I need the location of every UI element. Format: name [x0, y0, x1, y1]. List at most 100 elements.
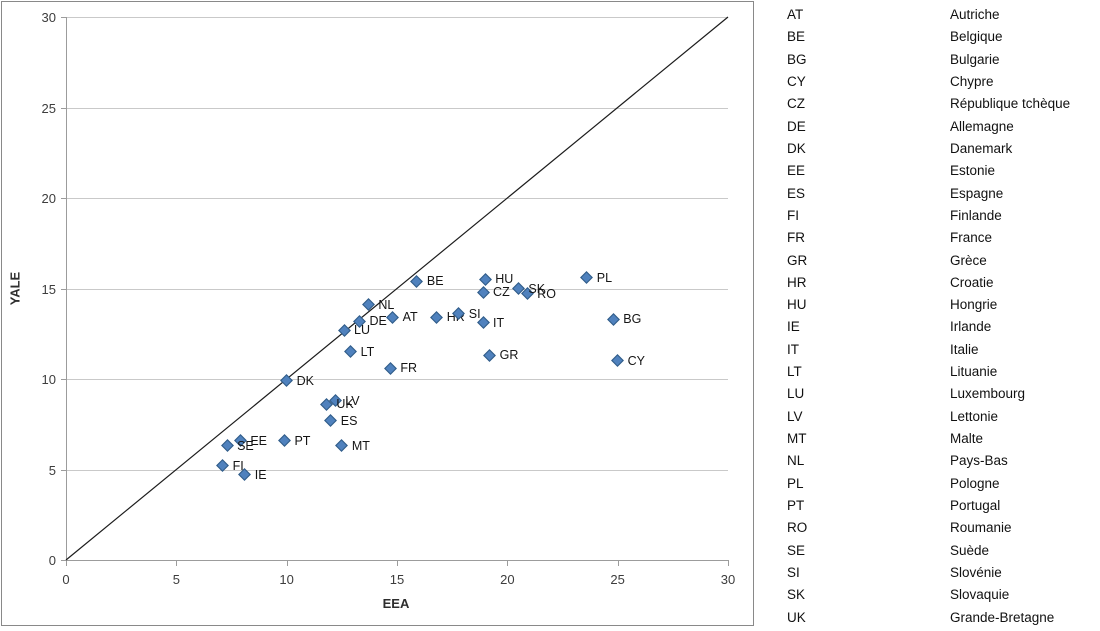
- data-point-label-CY: CY: [627, 353, 646, 368]
- legend-country-code: CY: [787, 73, 806, 89]
- x-axis-tick: [397, 560, 398, 566]
- legend-country-name: Slovénie: [950, 565, 1002, 580]
- legend-country-name: Roumanie: [950, 520, 1012, 536]
- legend-country-name: Estonie: [950, 163, 996, 179]
- legend-country-code: UK: [787, 609, 806, 625]
- data-point-label-IT: IT: [493, 315, 505, 330]
- data-point-GR: [483, 349, 497, 362]
- data-point-label-FR: FR: [400, 361, 418, 376]
- y-axis-tick: [61, 469, 66, 471]
- data-point-label-SI: SI: [468, 306, 481, 321]
- h-gridline: [66, 17, 728, 18]
- y-axis-tick: [61, 198, 66, 199]
- data-point-SE: [220, 439, 234, 453]
- legend-row-BG: BG Bulgarie: [770, 51, 1098, 73]
- data-point-label-NL: NL: [378, 297, 395, 312]
- x-tick-label: 15: [389, 572, 405, 587]
- h-gridline: [66, 379, 728, 380]
- legend-row-SK: SK Slovaquie: [770, 586, 1098, 608]
- legend-country-code: LV: [787, 408, 803, 424]
- legend-country-code: AT: [787, 7, 804, 22]
- legend-row-HR: HR Croatie: [770, 274, 1098, 296]
- legend-country-code: IT: [787, 341, 799, 357]
- legend-row-PL: PL Pologne: [770, 475, 1098, 497]
- data-point-label-PT: PT: [294, 433, 311, 448]
- legend-country-code: GR: [787, 252, 808, 268]
- y-tick-label: 20: [41, 191, 56, 206]
- data-point-label-AT: AT: [402, 310, 418, 325]
- legend-country-name: Danemark: [950, 140, 1013, 156]
- h-gridline: [66, 288, 728, 290]
- data-point-BG: [606, 312, 620, 326]
- legend-country-code: LT: [787, 364, 802, 380]
- legend-country-name: Irlande: [950, 319, 992, 335]
- y-tick-label: 15: [41, 281, 56, 297]
- data-point-label-MT: MT: [351, 438, 370, 453]
- legend-country-code: CZ: [787, 96, 805, 112]
- legend-row-HU: HU Hongrie: [770, 296, 1098, 318]
- data-point-label-DK: DK: [296, 373, 315, 388]
- legend-row-FI: FI Finlande: [770, 207, 1098, 229]
- x-axis-title: EEA: [382, 596, 410, 611]
- data-point-AT: [386, 311, 399, 324]
- legend-country-name: Espagne: [950, 185, 1004, 201]
- legend-country-code: RO: [787, 520, 808, 536]
- legend-row-LT: LT Lituanie: [770, 363, 1098, 385]
- y-tick-label: 5: [48, 462, 56, 478]
- legend-row-FR: FR France: [770, 229, 1098, 251]
- data-point-LT: [344, 345, 358, 359]
- legend-country-code: FI: [787, 207, 799, 223]
- data-point-DK: [280, 374, 294, 388]
- legend-country-code: BG: [787, 51, 807, 67]
- legend-country-code: ES: [787, 185, 806, 201]
- data-point-ES: [324, 414, 338, 427]
- legend-row-IT: IT Italie: [770, 341, 1098, 363]
- legend-row-UK: UK Grande-Bretagne: [770, 609, 1098, 631]
- legend-country-name: Pologne: [950, 475, 1000, 491]
- data-point-label-FI: FI: [232, 458, 244, 473]
- legend-country-code: SK: [787, 587, 806, 603]
- y-tick-label: 25: [41, 100, 56, 116]
- legend-country-name: Grande-Bretagne: [950, 609, 1055, 625]
- data-point-label-SE: SE: [237, 438, 254, 453]
- legend-country-code: NL: [787, 453, 805, 469]
- legend-row-DK: DK Danemark: [770, 140, 1098, 162]
- data-point-NL: [361, 298, 375, 312]
- legend-row-SE: SE Suède: [770, 542, 1098, 564]
- data-point-label-UK: UK: [336, 397, 354, 412]
- legend-row-DE: DE Allemagne: [770, 118, 1098, 140]
- data-point-label-LV: LV: [345, 393, 360, 408]
- x-tick-label: 10: [279, 572, 294, 587]
- data-point-HU: [478, 273, 492, 286]
- legend-country-name: Pays-Bas: [950, 453, 1008, 469]
- legend-row-CZ: CZ République tchèque: [770, 95, 1098, 117]
- legend-country-name: Belgique: [950, 29, 1003, 45]
- legend-row-AT: AT Autriche: [770, 6, 1098, 28]
- data-point-label-RO: RO: [537, 286, 556, 301]
- scatter-chart: 0 5 10 15 20 25 30 0 5 10 15 20 25 30 AT BE BG CY CZ DE DK EE…: [1, 1, 754, 626]
- legend-country-code: IE: [787, 319, 800, 335]
- h-gridline: [66, 107, 728, 109]
- data-point-label-LU: LU: [354, 323, 371, 338]
- data-point-LU: [337, 323, 351, 337]
- y-axis-line: [66, 17, 67, 560]
- legend-country-code: BE: [787, 29, 806, 45]
- legend-country-code: SI: [787, 565, 800, 580]
- data-point-label-BE: BE: [426, 274, 444, 289]
- y-axis-tick: [61, 17, 66, 18]
- legend-country-code: HR: [787, 274, 807, 290]
- data-point-label-PL: PL: [596, 270, 613, 285]
- legend-row-EE: EE Estonie: [770, 162, 1098, 184]
- legend-row-MT: MT Malte: [770, 430, 1098, 452]
- x-axis-tick: [286, 560, 288, 566]
- legend-row-LU: LU Luxembourg: [770, 385, 1098, 407]
- y-tick-label: 30: [41, 10, 56, 25]
- data-point-CY: [611, 354, 625, 368]
- legend-row-ES: ES Espagne: [770, 185, 1098, 207]
- legend-country-name: Malte: [950, 431, 984, 447]
- legend-country-name: Lituanie: [950, 364, 998, 380]
- legend-country-name: Allemagne: [950, 118, 1014, 134]
- legend-country-name: Chypre: [950, 73, 994, 89]
- y-axis-tick: [61, 379, 66, 380]
- x-axis-tick: [728, 560, 729, 566]
